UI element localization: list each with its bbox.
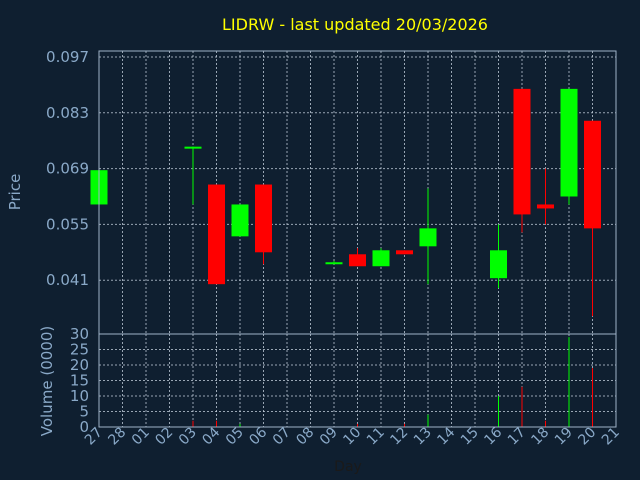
candle-body <box>231 204 249 237</box>
x-tick-label: 16 <box>481 424 505 448</box>
candle-20 <box>584 120 601 317</box>
x-tick-label: 28 <box>105 425 129 449</box>
candle-body <box>349 254 366 267</box>
price-tick-label: 0.083 <box>46 104 89 122</box>
candle-17 <box>513 88 531 233</box>
x-tick-label: 06 <box>246 424 270 448</box>
x-tick-label: 18 <box>528 425 552 449</box>
x-axis-ticks: 27 28 01 02 03 04 05 06 07 08 09 10 11 12 13 14 15 16 17 18… <box>82 424 623 448</box>
candle-body <box>513 88 531 215</box>
candle-body <box>537 204 554 209</box>
x-tick-label: 03 <box>176 425 200 449</box>
candle-body <box>325 262 343 265</box>
candle-16 <box>490 224 507 289</box>
price-tick-label: 0.097 <box>46 48 89 66</box>
volume-tick-label: 0 <box>79 418 89 436</box>
candle-body <box>419 228 437 247</box>
x-tick-label: 14 <box>434 424 458 448</box>
candle-body <box>208 184 225 285</box>
x-tick-label: 19 <box>552 425 576 449</box>
candle-09 <box>325 261 343 265</box>
x-tick-label: 09 <box>317 425 341 449</box>
candle-19 <box>560 88 578 205</box>
volume-bars <box>192 337 593 427</box>
candle-body <box>255 184 272 253</box>
x-tick-label: 01 <box>129 425 153 449</box>
price-candles <box>90 88 601 317</box>
candle-04 <box>208 184 225 285</box>
price-grid <box>98 51 617 334</box>
chart-title: LIDRW - last updated 20/03/2026 <box>222 15 488 34</box>
x-tick-label: 05 <box>223 425 247 449</box>
volume-tick-label: 25 <box>70 341 89 359</box>
price-tick-label: 0.041 <box>46 271 89 289</box>
volume-tick-label: 5 <box>79 403 89 421</box>
x-tick-label: 07 <box>270 425 294 449</box>
candle-body <box>584 120 601 229</box>
volume-tick-label: 15 <box>70 372 89 390</box>
price-tick-label: 0.055 <box>46 215 89 233</box>
x-tick-label: 10 <box>340 425 364 449</box>
x-tick-label: 12 <box>387 425 411 449</box>
x-tick-label: 13 <box>411 425 435 449</box>
volume-tick-label: 30 <box>70 325 89 343</box>
volume-tick-label: 20 <box>70 356 89 374</box>
x-tick-label: 11 <box>364 425 388 449</box>
x-tick-label: 15 <box>458 425 482 449</box>
volume-panel-frame <box>98 333 617 428</box>
candle-body <box>184 146 202 149</box>
candle-12 <box>396 250 413 255</box>
volume-tick-label: 10 <box>70 387 89 405</box>
candle-body <box>396 250 413 255</box>
x-tick-label: 21 <box>599 425 623 449</box>
volume-grid <box>98 333 617 428</box>
x-tick-label: 02 <box>152 425 176 449</box>
candle-06 <box>255 184 272 265</box>
x-tick-label: 20 <box>575 425 599 449</box>
candle-11 <box>372 248 390 267</box>
panel-frames <box>98 50 617 428</box>
volume-axis-label: Volume (0000) <box>38 326 56 436</box>
candle-body <box>560 88 578 197</box>
candle-10 <box>349 248 366 267</box>
price-axis-label: Price <box>6 174 24 211</box>
candle-body <box>490 250 507 279</box>
candle-03 <box>184 146 202 205</box>
price-axis-ticks: 0.097 0.083 0.069 0.055 0.041 <box>46 48 89 289</box>
x-axis-label: Day <box>334 459 362 475</box>
x-tick-label: 04 <box>199 424 223 448</box>
x-tick-label: 08 <box>293 425 317 449</box>
candle-18 <box>537 168 554 225</box>
x-tick-label: 17 <box>505 425 529 449</box>
price-tick-label: 0.069 <box>46 160 89 178</box>
candle-body <box>372 250 390 267</box>
candle-13 <box>419 188 437 285</box>
candle-05 <box>231 204 249 237</box>
